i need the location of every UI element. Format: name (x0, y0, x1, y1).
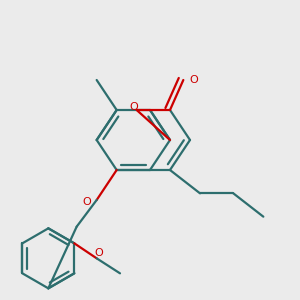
Text: O: O (130, 102, 138, 112)
Text: O: O (82, 197, 91, 207)
Text: O: O (189, 75, 198, 85)
Text: O: O (94, 248, 103, 258)
